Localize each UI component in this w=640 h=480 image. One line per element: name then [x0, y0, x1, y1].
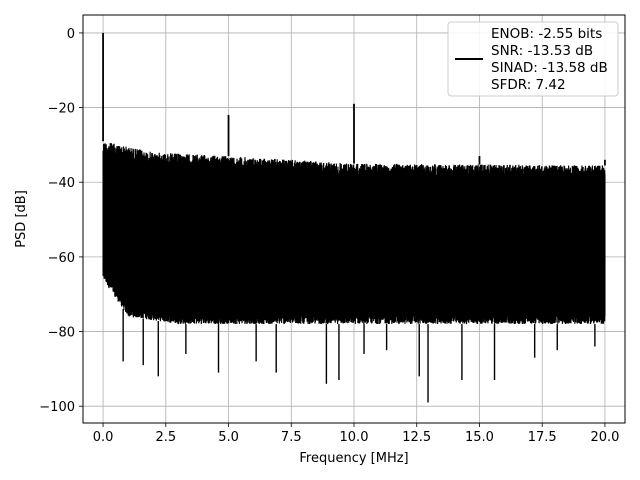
- x-tick-label: 7.5: [281, 430, 302, 445]
- legend-line-sfdr: SFDR: 7.42: [491, 77, 566, 93]
- x-tick-label: 15.0: [465, 430, 494, 445]
- psd-noise-trace: [102, 143, 606, 325]
- legend-line-snr: SNR: -13.53 dB: [491, 43, 593, 59]
- legend-line-enob: ENOB: -2.55 bits: [491, 26, 602, 42]
- y-tick-label: −40: [48, 176, 75, 191]
- y-tick-label: −60: [48, 251, 75, 266]
- x-axis: 0.0 2.5 5.0 7.5 10.0 12.5 15.0 17.5 20.0: [93, 423, 619, 445]
- x-tick-label: 5.0: [218, 430, 239, 445]
- y-axis: 0 −20 −40 −60 −80 −100: [39, 27, 83, 415]
- x-tick-label: 0.0: [93, 430, 114, 445]
- y-tick-label: −20: [48, 102, 75, 117]
- x-tick-label: 20.0: [590, 430, 619, 445]
- x-axis-label: Frequency [MHz]: [299, 451, 408, 466]
- plot-area: [102, 32, 606, 403]
- y-tick-label: 0: [67, 27, 75, 42]
- legend-box: [447, 21, 619, 97]
- legend-line-sinad: SINAD: -13.58 dB: [491, 60, 608, 76]
- x-tick-label: 2.5: [155, 430, 176, 445]
- x-tick-label: 17.5: [528, 430, 557, 445]
- legend: ENOB: -2.55 bits SNR: -13.53 dB SINAD: -…: [447, 21, 619, 97]
- y-axis-label: PSD [dB]: [14, 190, 29, 248]
- y-tick-label: −80: [48, 326, 75, 341]
- x-tick-label: 10.0: [340, 430, 369, 445]
- x-tick-label: 12.5: [402, 430, 431, 445]
- y-tick-label: −100: [39, 400, 75, 415]
